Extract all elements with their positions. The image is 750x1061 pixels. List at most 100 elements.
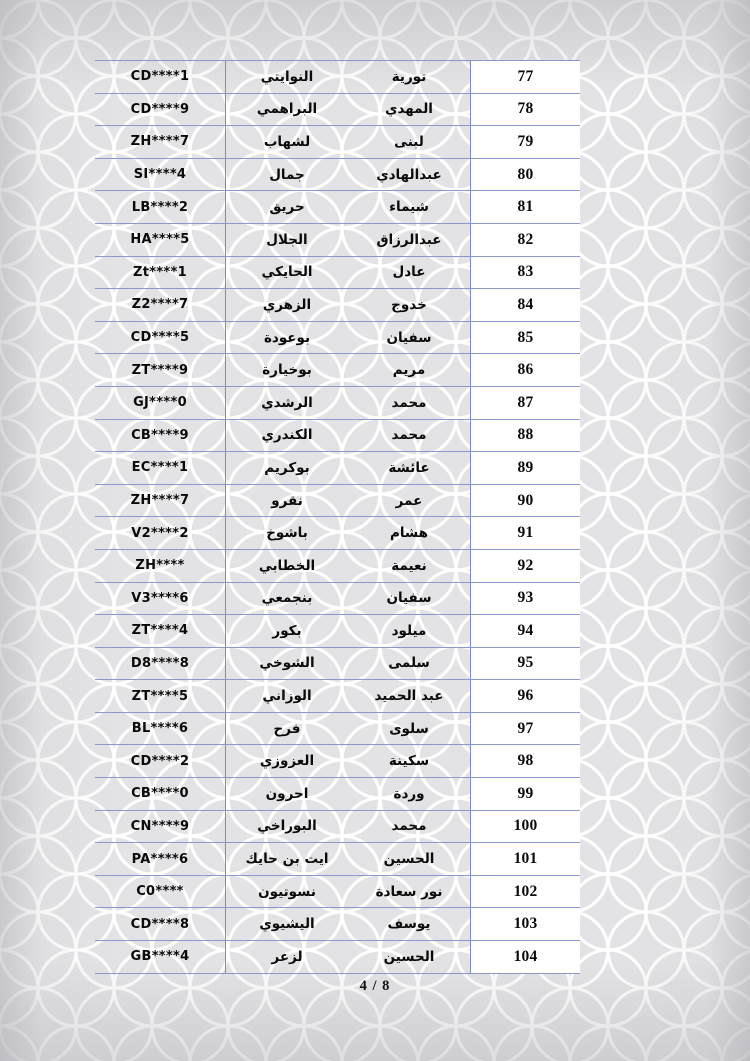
table-row: 83 عادل الحايكي Zt****1 bbox=[95, 255, 580, 290]
cell-last-name: الكندري bbox=[225, 418, 348, 453]
table-row: 101 الحسين ايت بن حايك PA****6 bbox=[95, 842, 580, 876]
cell-first-name: خدوج bbox=[348, 288, 471, 322]
roster-table-body: 77 تورية النوايتي CD****1 78 المهدي البراهمي CD… bbox=[95, 60, 580, 974]
cell-id-code: EC****1 bbox=[95, 451, 226, 485]
cell-last-name: الشوخي bbox=[225, 646, 348, 681]
cell-last-name: نقرو bbox=[225, 483, 348, 518]
cell-id-code: CD****8 bbox=[95, 907, 226, 942]
cell-first-name: محمد bbox=[348, 809, 471, 844]
cell-id-code: GB****4 bbox=[95, 940, 226, 974]
cell-first-name: محمد bbox=[348, 385, 471, 420]
cell-first-name: عائشة bbox=[348, 451, 471, 485]
cell-id-code: CD****2 bbox=[95, 744, 226, 779]
cell-number: 92 bbox=[470, 548, 580, 583]
cell-last-name: بوخيارة bbox=[225, 353, 348, 387]
cell-first-name: عمر bbox=[348, 483, 471, 518]
table-row: 102 نور سعادة نسوتيون C0**** bbox=[95, 874, 580, 909]
cell-id-code: ZT****9 bbox=[95, 353, 226, 387]
cell-first-name: نور سعادة bbox=[348, 874, 471, 909]
table-row: 84 خدوج الزهري Z2****7 bbox=[95, 288, 580, 322]
cell-last-name: بوعودة bbox=[225, 320, 348, 355]
cell-first-name: هشام bbox=[348, 516, 471, 550]
table-row: 100 محمد البوراخي CN****9 bbox=[95, 809, 580, 844]
table-row: 88 محمد الكندري CB****9 bbox=[95, 418, 580, 453]
cell-first-name: شيماء bbox=[348, 190, 471, 224]
cell-last-name: حريق bbox=[225, 190, 348, 224]
cell-last-name: البراهمي bbox=[225, 92, 348, 127]
cell-id-code: Z2****7 bbox=[95, 288, 226, 322]
cell-first-name: محمد bbox=[348, 418, 471, 453]
table-row: 96 عبد الحميد الوزاني ZT****5 bbox=[95, 679, 580, 713]
cell-last-name: الحايكي bbox=[225, 255, 348, 290]
cell-id-code: ZH****7 bbox=[95, 125, 226, 159]
table-row: 104 الحسين لزعر GB****4 bbox=[95, 940, 580, 974]
cell-number: 95 bbox=[470, 646, 580, 681]
cell-id-code: CB****0 bbox=[95, 777, 226, 811]
cell-last-name: بنجمعي bbox=[225, 581, 348, 616]
table-row: 77 تورية النوايتي CD****1 bbox=[95, 60, 580, 94]
cell-first-name: نعيمة bbox=[348, 548, 471, 583]
cell-last-name: بوكريم bbox=[225, 451, 348, 485]
table-row: 86 مريم بوخيارة ZT****9 bbox=[95, 353, 580, 387]
cell-number: 86 bbox=[470, 353, 580, 387]
page-number-footer: 4 / 8 bbox=[359, 978, 391, 994]
cell-id-code: CD****5 bbox=[95, 320, 226, 355]
cell-first-name: سفيان bbox=[348, 320, 471, 355]
cell-id-code: V3****6 bbox=[95, 581, 226, 616]
cell-number: 83 bbox=[470, 255, 580, 290]
cell-first-name: سلوى bbox=[348, 711, 471, 746]
cell-number: 88 bbox=[470, 418, 580, 453]
cell-id-code: V2****2 bbox=[95, 516, 226, 550]
cell-number: 97 bbox=[470, 711, 580, 746]
cell-id-code: CD****9 bbox=[95, 92, 226, 127]
cell-first-name: سكينة bbox=[348, 744, 471, 779]
cell-first-name: ميلود bbox=[348, 614, 471, 648]
cell-number: 102 bbox=[470, 874, 580, 909]
cell-first-name: سفيان bbox=[348, 581, 471, 616]
cell-id-code: SI****4 bbox=[95, 157, 226, 192]
table-row: 87 محمد الرشدي GJ****0 bbox=[95, 385, 580, 420]
cell-last-name: فرح bbox=[225, 711, 348, 746]
cell-number: 90 bbox=[470, 483, 580, 518]
table-row: 94 ميلود بكور ZT****4 bbox=[95, 614, 580, 648]
cell-number: 87 bbox=[470, 385, 580, 420]
table-row: 95 سلمى الشوخي D8****8 bbox=[95, 646, 580, 681]
table-row: 78 المهدي البراهمي CD****9 bbox=[95, 92, 580, 127]
cell-first-name: الحسين bbox=[348, 842, 471, 876]
cell-first-name: المهدي bbox=[348, 92, 471, 127]
cell-last-name: لزعر bbox=[225, 940, 348, 974]
cell-number: 96 bbox=[470, 679, 580, 713]
cell-last-name: اليشيوي bbox=[225, 907, 348, 942]
cell-first-name: عادل bbox=[348, 255, 471, 290]
cell-id-code: ZH****7 bbox=[95, 483, 226, 518]
table-row: 92 نعيمة الخطابي ZH**** bbox=[95, 548, 580, 583]
cell-id-code: HA****5 bbox=[95, 222, 226, 257]
cell-id-code: D8****8 bbox=[95, 646, 226, 681]
cell-id-code: C0**** bbox=[95, 874, 226, 909]
cell-last-name: النوايتي bbox=[225, 60, 348, 94]
cell-number: 100 bbox=[470, 809, 580, 844]
cell-id-code: ZH**** bbox=[95, 548, 226, 583]
table-row: 90 عمر نقرو ZH****7 bbox=[95, 483, 580, 518]
cell-first-name: لبنى bbox=[348, 125, 471, 159]
cell-last-name: الخطابي bbox=[225, 548, 348, 583]
cell-number: 82 bbox=[470, 222, 580, 257]
table-row: 99 وردة احرون CB****0 bbox=[95, 777, 580, 811]
cell-number: 101 bbox=[470, 842, 580, 876]
table-row: 82 عبدالرزاق الجلال HA****5 bbox=[95, 222, 580, 257]
cell-last-name: الزهري bbox=[225, 288, 348, 322]
table-row: 89 عائشة بوكريم EC****1 bbox=[95, 451, 580, 485]
cell-last-name: جمال bbox=[225, 157, 348, 192]
table-row: 97 سلوى فرح BL****6 bbox=[95, 711, 580, 746]
cell-number: 104 bbox=[470, 940, 580, 974]
cell-first-name: تورية bbox=[348, 60, 471, 94]
cell-last-name: بكور bbox=[225, 614, 348, 648]
cell-number: 94 bbox=[470, 614, 580, 648]
cell-number: 93 bbox=[470, 581, 580, 616]
cell-last-name: ايت بن حايك bbox=[225, 842, 348, 876]
table-row: 103 يوسف اليشيوي CD****8 bbox=[95, 907, 580, 942]
cell-last-name: لشهاب bbox=[225, 125, 348, 159]
cell-id-code: LB****2 bbox=[95, 190, 226, 224]
cell-number: 91 bbox=[470, 516, 580, 550]
cell-first-name: سلمى bbox=[348, 646, 471, 681]
